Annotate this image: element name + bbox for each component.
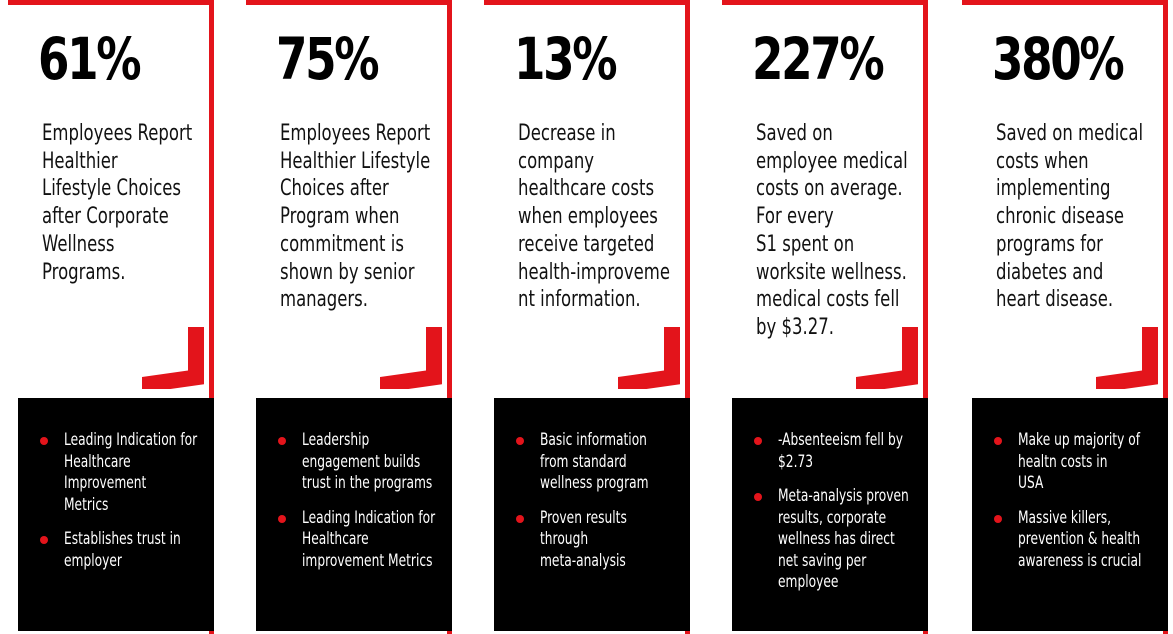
bullet-panel: Basic information from standard wellness… [494,398,690,631]
stat-description: Employees Report Healthier Lifestyle Cho… [280,121,431,313]
bullet-item: Make up majority of healtn costs in USA [994,430,1173,495]
stat-description: Saved on medical costs when implementing… [996,121,1144,313]
bullet-panel: Leadership engagement builds trust in th… [256,398,452,631]
bullet-list: Leading Indication for Healthcare Improv… [40,430,254,585]
bullet-text: Establishes trust in employer [64,529,181,571]
corner-arrow-icon [380,327,442,389]
stat-card: 380% Saved on medical costs when implemen… [962,0,1168,634]
bullet-dot-icon [516,437,524,445]
bullet-panel: -Absenteeism fell by $2.73 Meta-analysis … [732,398,928,631]
bullet-item: Proven results through meta-analysis [516,508,730,573]
bullet-list: Leadership engagement builds trust in th… [278,430,492,585]
bullet-dot-icon [754,437,762,445]
bullet-dot-icon [994,514,1002,523]
bullet-text: Leading Indication for Healthcare Improv… [64,430,198,515]
bullet-text: Proven results through meta-analysis [540,507,627,571]
bullet-dot-icon [754,493,762,501]
card-top-border [8,0,214,5]
bullet-text: Make up majority of healtn costs in USA [1018,430,1141,493]
stat-value: 13% [514,25,618,93]
bullet-dot-icon [516,514,524,523]
bullet-item: Establishes trust in employer [40,529,254,572]
stat-description: Decrease in company healthcare costs whe… [518,121,670,313]
bullet-text: -Absenteeism fell by $2.73 [778,430,903,472]
card-right-border [685,0,690,634]
stat-value: 227% [752,25,885,93]
corner-arrow-icon [618,327,680,389]
stat-value: 380% [992,25,1125,93]
card-right-border [209,0,214,634]
bullet-list: Basic information from standard wellness… [516,430,730,585]
bullet-item: Massive killers, prevention & health awa… [994,508,1173,573]
corner-arrow-icon [856,327,918,389]
bullet-text: Meta-analysis proven results, corporate … [778,486,909,592]
bullet-item: Leading Indication for Healthcare Improv… [40,430,254,516]
card-top-border [722,0,928,5]
bullet-text: Basic information from standard wellness… [540,430,649,493]
bullet-dot-icon [278,437,286,445]
stat-card: 13% Decrease in company healthcare costs … [484,0,690,634]
bullet-text: Leadership engagement builds trust in th… [302,430,433,493]
bullet-text: Leading Indication for Healthcare improv… [302,507,436,571]
stat-description: Saved on employee medical costs on avera… [756,121,908,340]
bullet-list: -Absenteeism fell by $2.73 Meta-analysis … [754,430,968,607]
corner-arrow-icon [1096,327,1158,389]
bullet-item: Meta-analysis proven results, corporate … [754,486,968,594]
stat-card: 75% Employees Report Healthier Lifestyle … [246,0,452,634]
bullet-item: -Absenteeism fell by $2.73 [754,430,968,473]
corner-arrow-icon [142,327,204,389]
stat-value: 61% [38,25,142,93]
bullet-dot-icon [40,437,48,445]
card-right-border [447,0,452,634]
bullet-list: Make up majority of healtn costs in USA M… [994,430,1173,585]
bullet-item: Leading Indication for Healthcare improv… [278,508,492,573]
card-top-border [962,0,1168,5]
card-top-border [484,0,690,5]
stat-value: 75% [276,25,380,93]
stat-card: 227% Saved on employee medical costs on a… [722,0,928,634]
bullet-panel: Leading Indication for Healthcare Improv… [18,398,214,631]
bullet-item: Leadership engagement builds trust in th… [278,430,492,495]
bullet-dot-icon [278,514,286,523]
stat-card: 61% Employees Report Healthier Lifestyle … [8,0,214,634]
bullet-text: Massive killers, prevention & health awa… [1018,507,1142,571]
bullet-dot-icon [40,536,48,544]
bullet-item: Basic information from standard wellness… [516,430,730,495]
bullet-dot-icon [994,437,1002,445]
card-right-border [1163,0,1168,634]
card-top-border [246,0,452,5]
stat-description: Employees Report Healthier Lifestyle Cho… [42,121,193,285]
bullet-panel: Make up majority of healtn costs in USA M… [972,398,1168,631]
card-right-border [923,0,928,634]
